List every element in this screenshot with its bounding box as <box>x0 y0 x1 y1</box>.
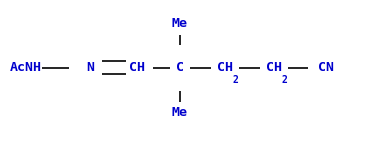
Text: N: N <box>86 61 94 74</box>
Text: C: C <box>176 61 184 74</box>
Text: AcNH: AcNH <box>9 61 42 74</box>
Text: CH: CH <box>129 61 145 74</box>
Text: Me: Me <box>172 17 188 30</box>
Text: 2: 2 <box>282 75 288 85</box>
Text: Me: Me <box>172 106 188 119</box>
Text: 2: 2 <box>233 75 239 85</box>
Text: CN: CN <box>318 61 334 74</box>
Text: CH: CH <box>217 61 233 74</box>
Text: CH: CH <box>266 61 282 74</box>
